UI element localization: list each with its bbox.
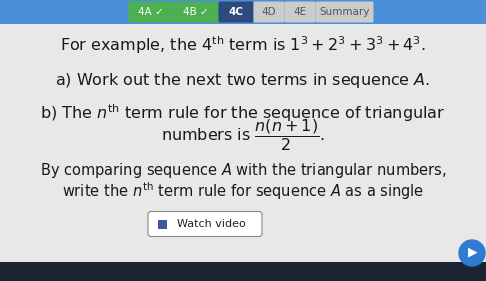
FancyBboxPatch shape bbox=[128, 1, 174, 22]
Text: 4A ✓: 4A ✓ bbox=[138, 7, 164, 17]
Text: By comparing sequence $A$ with the triangular numbers,: By comparing sequence $A$ with the trian… bbox=[40, 160, 446, 180]
Text: 4E: 4E bbox=[294, 7, 307, 17]
FancyBboxPatch shape bbox=[284, 1, 315, 22]
Text: Summary: Summary bbox=[319, 7, 370, 17]
Bar bbox=[0, 262, 486, 281]
Bar bbox=[0, 24, 486, 262]
Text: 4B ✓: 4B ✓ bbox=[183, 7, 209, 17]
Text: Watch video: Watch video bbox=[176, 219, 245, 229]
FancyBboxPatch shape bbox=[174, 1, 219, 22]
Text: numbers is $\dfrac{n(n+1)}{2}$.: numbers is $\dfrac{n(n+1)}{2}$. bbox=[161, 117, 325, 153]
Bar bbox=[0, 0, 486, 24]
Text: 4C: 4C bbox=[228, 7, 243, 17]
Text: $\blacktriangleright$: $\blacktriangleright$ bbox=[465, 246, 479, 260]
Text: For example, the $4^{\rm th}$ term is $1^3 + 2^3 + 3^3 + 4^3$.: For example, the $4^{\rm th}$ term is $1… bbox=[60, 34, 426, 56]
Text: b) The $n^{\rm th}$ term rule for the sequence of triangular: b) The $n^{\rm th}$ term rule for the se… bbox=[40, 102, 446, 124]
FancyBboxPatch shape bbox=[219, 1, 254, 22]
Text: write the $n^{\rm th}$ term rule for sequence $A$ as a single: write the $n^{\rm th}$ term rule for seq… bbox=[62, 180, 424, 202]
Text: a) Work out the next two terms in sequence $A$.: a) Work out the next two terms in sequen… bbox=[55, 71, 431, 90]
FancyBboxPatch shape bbox=[148, 212, 262, 237]
Circle shape bbox=[459, 240, 485, 266]
Text: 4D: 4D bbox=[261, 7, 277, 17]
Bar bbox=[158, 219, 167, 228]
FancyBboxPatch shape bbox=[254, 1, 284, 22]
FancyBboxPatch shape bbox=[315, 1, 374, 22]
